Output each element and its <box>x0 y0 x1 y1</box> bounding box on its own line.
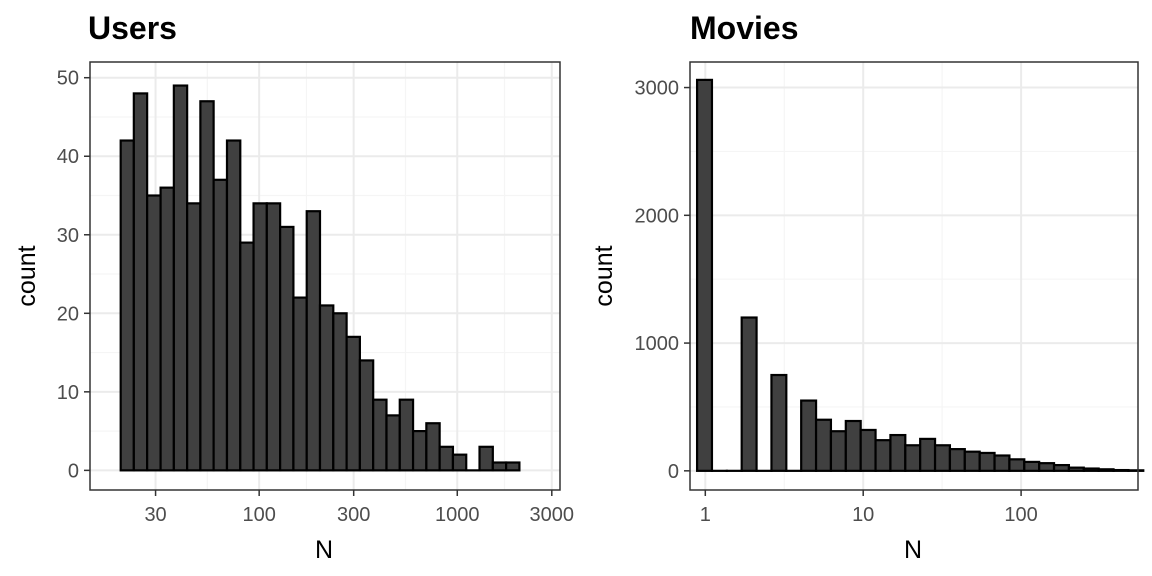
users-histogram-bar <box>239 241 255 472</box>
users-histogram-bar <box>159 186 175 472</box>
movies-histogram-bar <box>948 448 966 472</box>
users-histogram-bar <box>199 100 215 472</box>
movies-histogram-bar <box>1052 463 1071 472</box>
users-chart-title: Users <box>88 10 177 46</box>
movies-histogram-bar <box>829 430 847 472</box>
movies-histogram-bar <box>963 450 981 472</box>
movies-histogram-bar <box>770 373 788 472</box>
users-histogram-bar <box>119 139 135 472</box>
movies-y-tick-label: 1000 <box>635 333 680 355</box>
users-y-tick-label: 40 <box>57 146 79 168</box>
movies-histogram-bar <box>993 454 1011 472</box>
users-bars <box>119 84 521 472</box>
users-histogram-bar <box>505 461 521 472</box>
movies-chart-title: Movies <box>690 10 798 46</box>
users-histogram-bar <box>305 210 322 472</box>
movies-x-tick-label: 1 <box>700 504 711 526</box>
users-x-tick-label: 1000 <box>435 504 480 526</box>
users-x-tick-label: 3000 <box>530 504 575 526</box>
users-histogram-bar <box>332 312 348 472</box>
movies-histogram-bar <box>1082 467 1100 472</box>
movies-chart: 0 1000 2000 3000 1 10 100 Movies N count <box>590 10 1145 564</box>
users-axes: 0 10 20 30 40 50 30 100 300 1000 3000 <box>57 61 575 526</box>
movies-panel-border <box>689 61 1139 491</box>
movies-grid <box>690 62 1138 490</box>
users-x-tick-label: 30 <box>144 504 166 526</box>
users-histogram-bar <box>146 194 162 472</box>
movies-histogram-bar <box>1023 460 1041 472</box>
movies-panel-background <box>690 62 1138 490</box>
movies-x-axis-label: N <box>904 536 922 564</box>
users-histogram-bar <box>411 430 428 472</box>
movies-histogram-bar <box>740 316 758 472</box>
movies-histogram-bar <box>978 451 996 472</box>
users-histogram-bar <box>318 304 335 472</box>
users-histogram-bar <box>265 202 282 472</box>
movies-x-tick-label: 10 <box>852 504 874 526</box>
movies-histogram-bar <box>889 433 907 472</box>
users-histogram-bar <box>186 202 202 472</box>
users-y-tick-label: 0 <box>68 460 79 482</box>
movies-histogram-bar <box>874 439 892 472</box>
users-histogram-bar <box>132 92 149 472</box>
movies-histogram-bar <box>1127 469 1145 472</box>
users-x-axis-label: N <box>315 536 333 564</box>
users-panel-border <box>89 61 561 491</box>
movies-axes: 0 1000 2000 3000 1 10 100 <box>635 61 1139 526</box>
users-histogram-bar <box>425 422 441 472</box>
users-y-tick-label: 50 <box>57 68 79 90</box>
users-x-tick-label: 100 <box>242 504 275 526</box>
movies-bars <box>695 78 1145 472</box>
users-histogram-bar <box>398 398 415 472</box>
movies-histogram-bar <box>844 419 862 472</box>
movies-histogram-bar <box>859 428 877 472</box>
movies-histogram-bar <box>1038 462 1056 472</box>
movies-y-axis-label: count <box>590 245 618 306</box>
users-chart: 0 10 20 30 40 50 30 100 300 1000 3000 Users N coun… <box>13 10 574 564</box>
movies-histogram-bar <box>695 78 714 472</box>
movies-y-tick-label: 0 <box>668 461 679 483</box>
users-histogram-bar <box>372 398 388 472</box>
movies-histogram-bar <box>904 444 922 472</box>
movies-histogram-bar <box>919 437 937 472</box>
movies-histogram-bar <box>933 444 952 472</box>
users-histogram-bar <box>345 335 361 472</box>
movies-y-tick-label: 3000 <box>635 78 680 100</box>
users-histogram-bar <box>252 202 268 472</box>
movies-x-tick-label: 100 <box>1004 504 1037 526</box>
users-histogram-bar <box>478 445 494 472</box>
users-y-tick-label: 20 <box>57 303 79 325</box>
movies-histogram-bar <box>1008 458 1026 472</box>
movies-y-tick-label: 2000 <box>635 205 680 227</box>
users-histogram-bar <box>451 453 468 472</box>
users-y-tick-label: 10 <box>57 382 79 404</box>
users-histogram-bar <box>212 178 229 472</box>
movies-histogram-bar <box>1097 468 1115 472</box>
users-histogram-bar <box>385 414 401 472</box>
users-x-tick-label: 300 <box>337 504 370 526</box>
users-histogram-bar <box>438 445 455 472</box>
users-histogram-bar <box>358 359 375 472</box>
users-y-axis-label: count <box>13 245 41 306</box>
movies-histogram-bar <box>800 399 818 472</box>
users-histogram-bar <box>172 84 189 472</box>
users-histogram-bar <box>292 296 308 472</box>
users-histogram-bar <box>225 139 242 472</box>
users-y-tick-label: 30 <box>57 225 79 247</box>
movies-histogram-bar <box>1112 468 1130 472</box>
users-histogram-bar <box>491 461 508 472</box>
movies-histogram-bar <box>814 418 833 472</box>
users-histogram-bar <box>279 225 295 472</box>
movies-histogram-bar <box>1067 466 1085 472</box>
